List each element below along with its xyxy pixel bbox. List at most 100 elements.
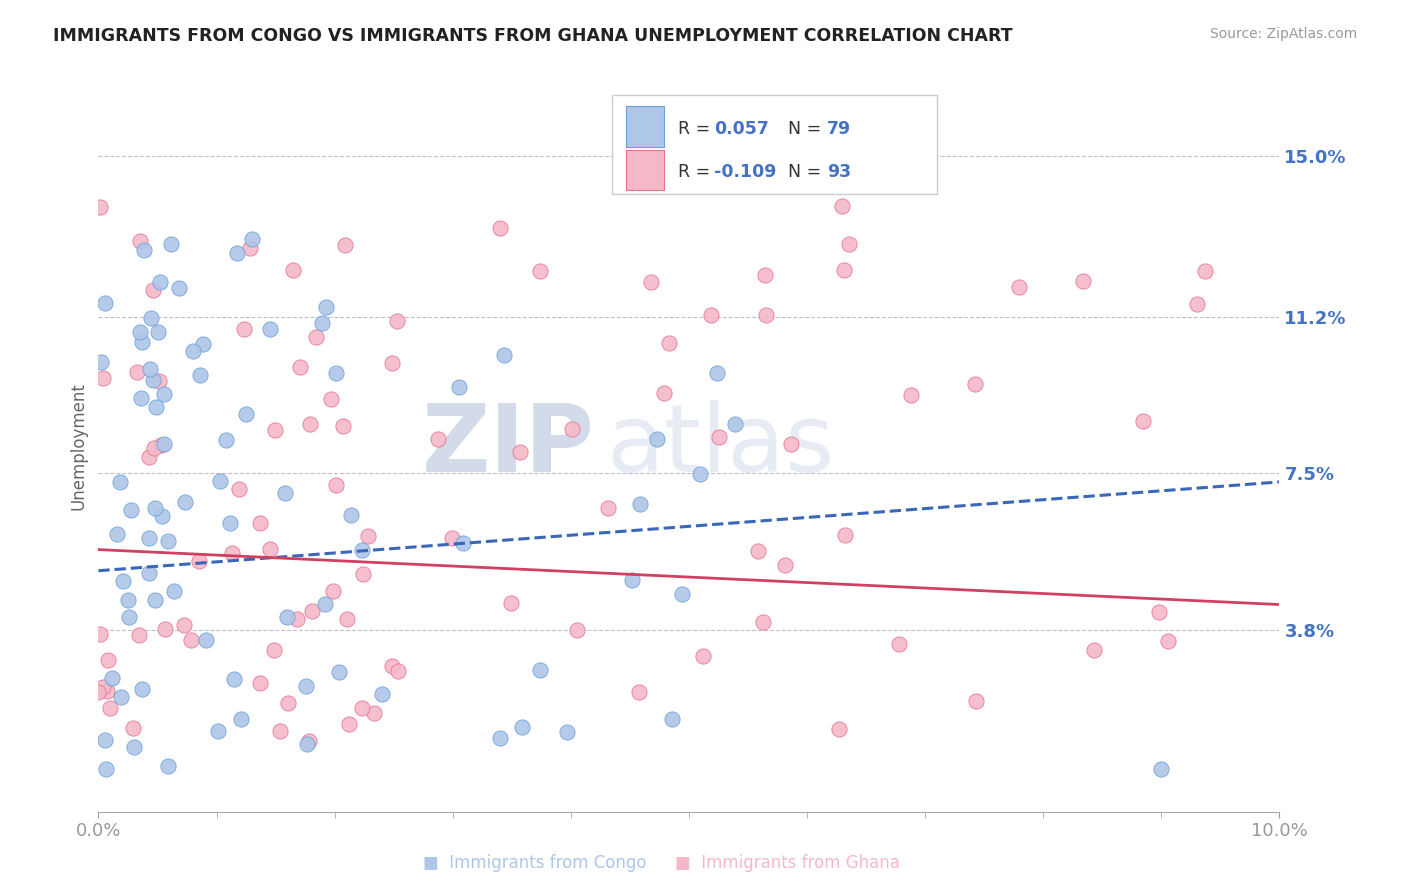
Point: [489, 220, 512, 235]
Point: [259, 322, 281, 336]
Point: [101, 672, 124, 686]
Point: [87, 684, 110, 698]
Point: [333, 238, 356, 252]
Point: [640, 275, 662, 289]
Point: [963, 376, 986, 391]
Point: [207, 724, 229, 739]
Point: [314, 597, 336, 611]
Point: [108, 475, 131, 490]
Point: [285, 612, 308, 626]
Point: [447, 380, 470, 394]
Point: [105, 527, 128, 541]
Point: [671, 587, 693, 601]
Point: [627, 685, 650, 699]
Point: [831, 198, 853, 212]
Point: [441, 531, 464, 545]
Point: [188, 554, 211, 568]
Point: [142, 372, 165, 386]
Point: [162, 584, 184, 599]
Point: [221, 546, 243, 560]
Text: ZIP: ZIP: [422, 400, 595, 492]
Point: [295, 738, 318, 752]
Point: [239, 241, 262, 255]
Point: [225, 246, 247, 260]
Point: [97, 653, 120, 667]
Point: [332, 419, 354, 434]
Point: [249, 675, 271, 690]
Point: [142, 283, 165, 297]
Point: [965, 694, 987, 708]
Point: [118, 610, 141, 624]
Point: [240, 232, 263, 246]
Point: [707, 430, 730, 444]
Point: [157, 758, 180, 772]
Point: [1185, 297, 1208, 311]
Point: [561, 421, 583, 435]
Point: [281, 263, 304, 277]
Point: [259, 541, 281, 556]
Text: N =: N =: [789, 120, 827, 137]
Point: [232, 321, 254, 335]
Point: [645, 432, 668, 446]
Point: [499, 596, 522, 610]
Point: [773, 558, 796, 572]
Point: [129, 234, 152, 248]
Point: [628, 497, 651, 511]
Point: [828, 722, 851, 736]
Point: [131, 334, 153, 349]
Point: [699, 308, 721, 322]
Point: [174, 495, 197, 509]
Point: [138, 566, 160, 581]
Point: [157, 534, 180, 549]
Point: [131, 392, 153, 406]
Point: [337, 717, 360, 731]
Bar: [626, 150, 664, 190]
Point: [328, 665, 350, 679]
Point: [380, 658, 402, 673]
Point: [138, 450, 160, 464]
Point: [779, 437, 801, 451]
Point: [621, 573, 644, 587]
Point: [290, 359, 312, 374]
Point: [325, 366, 347, 380]
Point: [298, 733, 321, 747]
Point: [529, 663, 551, 677]
Point: [143, 441, 166, 455]
Point: [276, 696, 298, 710]
Point: [125, 366, 148, 380]
Point: [1083, 643, 1105, 657]
Point: [900, 388, 922, 402]
Text: atlas: atlas: [606, 400, 835, 492]
Point: [148, 374, 170, 388]
Point: [122, 721, 145, 735]
Point: [153, 622, 176, 636]
Point: [295, 679, 318, 693]
Point: [96, 683, 118, 698]
Point: [1156, 633, 1178, 648]
Point: [363, 706, 385, 720]
Point: [112, 574, 135, 588]
Point: [565, 623, 588, 637]
Point: [208, 475, 231, 489]
Point: [755, 309, 778, 323]
Point: [319, 392, 342, 406]
Point: [1007, 280, 1029, 294]
Point: [94, 762, 117, 776]
Point: [94, 296, 117, 310]
Point: [146, 325, 169, 339]
Point: [91, 680, 114, 694]
Point: [153, 436, 176, 450]
Point: [139, 311, 162, 326]
Point: [370, 687, 392, 701]
Point: [93, 371, 115, 385]
Point: [887, 637, 910, 651]
Point: [180, 633, 202, 648]
Text: 79: 79: [827, 120, 851, 137]
Text: N =: N =: [789, 163, 827, 181]
Point: [194, 633, 217, 648]
Point: [325, 477, 347, 491]
Text: 93: 93: [827, 163, 851, 181]
Point: [89, 627, 111, 641]
Point: [385, 314, 408, 328]
Point: [488, 731, 510, 745]
